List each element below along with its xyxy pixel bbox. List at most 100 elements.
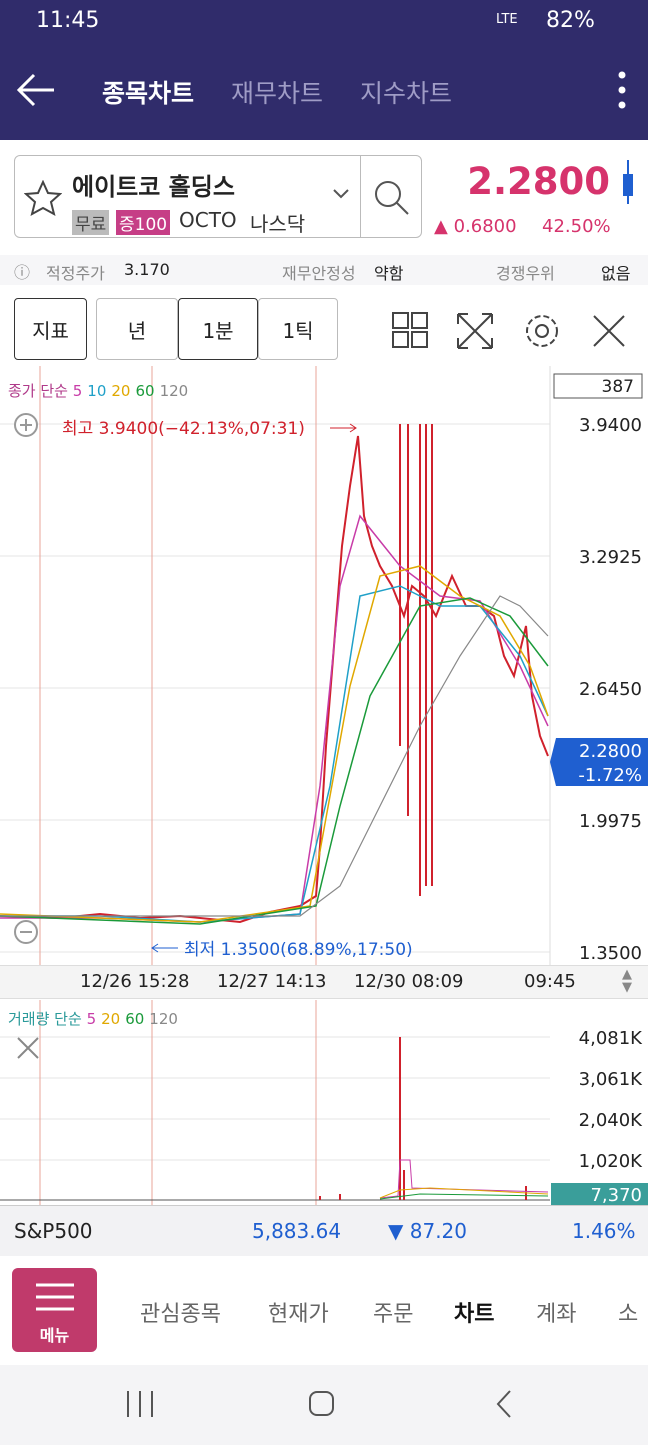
- ma120: [0, 595, 549, 917]
- current-price-label: 2.2800: [579, 741, 642, 762]
- label: 경쟁우위: [496, 264, 555, 283]
- favorite-star[interactable]: [24, 180, 62, 216]
- hamburger: [36, 1283, 74, 1311]
- recents-button[interactable]: [127, 1391, 153, 1417]
- high-arrow: [330, 423, 357, 433]
- layout-icon[interactable]: [392, 312, 409, 329]
- chart-tools: [392, 312, 625, 349]
- back-nav-button[interactable]: [496, 1390, 511, 1418]
- ma-label: 120: [159, 382, 189, 400]
- period-button[interactable]: 1틱: [258, 298, 338, 360]
- tools-icon[interactable]: [593, 315, 625, 347]
- count: 387: [602, 377, 634, 397]
- more-menu[interactable]: [612, 70, 632, 110]
- volume-bars: [319, 1037, 527, 1200]
- label: 재무안정성: [282, 264, 356, 283]
- nav-item[interactable]: 차트: [454, 1302, 495, 1327]
- ma60: [0, 597, 549, 925]
- period-button[interactable]: 년: [96, 298, 178, 360]
- low-arrow: [151, 943, 178, 953]
- layout-icon[interactable]: [411, 331, 428, 348]
- ma5: [0, 514, 549, 923]
- layout-icon[interactable]: [411, 312, 428, 329]
- lens: [375, 181, 401, 207]
- y-tick-label: 1,020K: [579, 1151, 644, 1172]
- dot: [618, 101, 626, 109]
- ma-label: 20: [111, 382, 131, 400]
- stock-name: 에이트코 홀딩스: [72, 173, 235, 201]
- dot: [618, 71, 626, 79]
- expand-icon[interactable]: [457, 313, 493, 349]
- status-time: 11:45: [36, 8, 100, 33]
- ma-label: 60: [135, 382, 155, 400]
- tab[interactable]: 지수차트: [360, 79, 453, 108]
- stock-search-box[interactable]: [14, 155, 422, 238]
- x-tick-label: 12/26 15:28: [80, 971, 190, 992]
- index-name: S&P500: [14, 1219, 93, 1243]
- layout-icon[interactable]: [392, 331, 409, 348]
- legend-label: 거래량 단순: [8, 1010, 82, 1028]
- current-volume-tag: [551, 1183, 648, 1205]
- change-value: 0.6800: [453, 216, 517, 237]
- home-button[interactable]: [309, 1391, 334, 1416]
- tab[interactable]: 종목차트: [102, 79, 195, 108]
- index-bar: S&P500 5,883.64 ▼ 87.20 1.46%: [0, 1205, 648, 1256]
- ma20: [0, 565, 549, 923]
- app-header: [0, 0, 648, 140]
- legend-label: 종가 단순: [8, 382, 68, 400]
- x-tick-label: 12/30 08:09: [354, 971, 464, 992]
- nav-item[interactable]: 소: [618, 1302, 639, 1327]
- value: 약함: [374, 264, 404, 283]
- badge: 무료: [72, 210, 110, 235]
- handle: [396, 202, 409, 215]
- menu-button[interactable]: 메뉴: [12, 1268, 97, 1352]
- system-buttons: [127, 1390, 511, 1418]
- x-axis: 12/26 15:28 12/27 14:13 12/30 08:09 09:4…: [0, 965, 648, 999]
- nav-item[interactable]: 관심종목: [140, 1302, 221, 1327]
- ma-list: 5 10 20 60 120: [73, 382, 193, 400]
- scroll-arrows[interactable]: ▲ ▼: [622, 967, 632, 995]
- x-tick-label: 12/27 14:13: [217, 971, 327, 992]
- current-volume: 7,370: [590, 1185, 642, 1205]
- search-button[interactable]: [360, 155, 423, 238]
- ma-label: 5: [86, 1010, 97, 1028]
- volume-chart: 4,081K 3,061K 2,040K 1,020K 7,370: [0, 1000, 648, 1205]
- nav-item[interactable]: 현재가: [268, 1302, 329, 1327]
- badge: 증100: [116, 210, 171, 235]
- dot: [618, 86, 626, 94]
- ma10: [0, 585, 549, 923]
- back-button[interactable]: [14, 70, 58, 110]
- y-tick-label: 3,061K: [579, 1069, 644, 1090]
- y-tick-label: 4,081K: [579, 1028, 644, 1049]
- vol-ma60: [379, 1193, 549, 1200]
- back-arrow: [16, 73, 54, 107]
- tab[interactable]: 재무차트: [231, 79, 324, 108]
- y-tick-label: 2.6450: [579, 679, 642, 700]
- nav-item[interactable]: 계좌: [536, 1302, 577, 1327]
- menu-icon: [36, 1283, 74, 1311]
- settings-icon[interactable]: [526, 315, 558, 347]
- period-button[interactable]: 1분: [178, 298, 258, 360]
- indicator-button[interactable]: 지표: [14, 298, 87, 360]
- label: 적정주가: [46, 264, 105, 283]
- close-volume[interactable]: [17, 1037, 39, 1059]
- price-spikes: [399, 424, 433, 896]
- change-pct: 42.50%: [542, 216, 611, 237]
- current-change-label: -1.72%: [578, 765, 642, 786]
- index-change-value: 87.20: [409, 1219, 468, 1243]
- y-tick-label: 3.2925: [579, 547, 642, 568]
- battery: 82%: [546, 8, 595, 33]
- ma-label: 20: [101, 1010, 121, 1028]
- y-tick-label: 1.9975: [579, 811, 642, 832]
- star-icon: [24, 180, 62, 216]
- ma-list: 5 20 60 120: [87, 1010, 183, 1028]
- help-icon[interactable]: ⓘ: [14, 263, 31, 282]
- value: 없음: [601, 264, 631, 283]
- nav-item[interactable]: 주문: [373, 1302, 414, 1327]
- y-tick-label: 3.9400: [579, 415, 642, 436]
- index-change: ▼ 87.20: [388, 1219, 468, 1243]
- search-icon: [375, 181, 409, 215]
- count-box: [553, 373, 643, 399]
- high-annotation: 최고 3.9400(−42.13%,07:31): [62, 419, 305, 439]
